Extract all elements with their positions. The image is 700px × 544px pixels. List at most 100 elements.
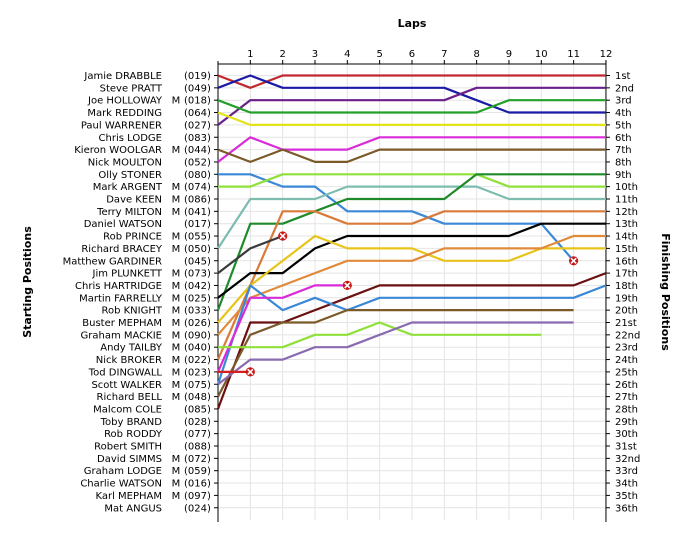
start-driver-number: (088) bbox=[184, 442, 211, 453]
start-driver-name: Rob RODDY bbox=[104, 429, 163, 440]
series-line bbox=[217, 185, 606, 250]
finishing-position-label: 30th bbox=[615, 429, 638, 440]
start-driver-name: Daniel WATSON bbox=[84, 219, 162, 230]
finishing-position-label: 13th bbox=[615, 219, 638, 230]
start-driver-class: M bbox=[172, 195, 181, 206]
start-driver-number: (075) bbox=[184, 380, 211, 391]
start-driver-number: (077) bbox=[184, 429, 211, 440]
x-tick-label: 12 bbox=[600, 49, 613, 60]
x-tick-label: 4 bbox=[344, 49, 350, 60]
start-driver-name: Buster MEPHAM bbox=[82, 318, 162, 329]
start-driver-name: Mark ARGENT bbox=[93, 182, 163, 193]
series-line bbox=[216, 284, 348, 373]
grid-layer bbox=[218, 64, 607, 520]
finishing-position-label: 5th bbox=[615, 120, 632, 131]
right-axis-label: Finishing Positions bbox=[659, 233, 672, 351]
start-driver-number: (025) bbox=[184, 293, 211, 304]
start-driver-number: (042) bbox=[184, 281, 211, 292]
x-tick-label: 5 bbox=[376, 49, 382, 60]
start-driver-name: Mat ANGUS bbox=[104, 503, 162, 514]
start-driver-name: Chris LODGE bbox=[99, 133, 162, 144]
start-driver-number: (019) bbox=[184, 71, 211, 82]
finishing-position-label: 1st bbox=[615, 71, 631, 82]
series-line bbox=[216, 284, 607, 385]
retirement-marker bbox=[342, 280, 352, 290]
start-driver-number: (026) bbox=[184, 318, 211, 329]
series-line bbox=[218, 321, 542, 349]
start-driver-number: (083) bbox=[184, 133, 211, 144]
retirement-marker-cross bbox=[279, 232, 286, 240]
start-driver-number: (072) bbox=[184, 454, 211, 465]
start-driver-number: (016) bbox=[184, 479, 211, 490]
start-driver-name: Malcom COLE bbox=[93, 404, 162, 415]
start-driver-class: M bbox=[172, 269, 181, 280]
start-driver-name: Olly STONER bbox=[98, 170, 162, 181]
x-tick-label: 2 bbox=[279, 49, 285, 60]
start-driver-number: (040) bbox=[184, 343, 211, 354]
start-driver-number: (059) bbox=[184, 466, 211, 477]
start-driver-class: M bbox=[172, 96, 181, 107]
finishing-position-label: 33rd bbox=[615, 466, 638, 477]
start-driver-name: Robert SMITH bbox=[94, 442, 162, 453]
start-driver-name: Graham MACKIE bbox=[81, 330, 162, 341]
start-driver-class: M bbox=[172, 479, 181, 490]
retirement-marker bbox=[569, 256, 579, 266]
finishing-position-label: 7th bbox=[615, 145, 632, 156]
start-driver-name: Dave KEEN bbox=[106, 195, 162, 206]
finishing-position-label: 20th bbox=[615, 306, 638, 317]
start-driver-number: (033) bbox=[184, 306, 211, 317]
start-driver-class: M bbox=[172, 466, 181, 477]
finishing-position-label: 29th bbox=[615, 417, 638, 428]
x-tick-label: 9 bbox=[506, 49, 512, 60]
start-driver-number: (049) bbox=[184, 83, 211, 94]
finishing-position-label: 34th bbox=[615, 479, 638, 490]
left-axis-label: Starting Positions bbox=[21, 226, 34, 338]
finishing-position-label: 35th bbox=[615, 491, 638, 502]
start-driver-name: Rob PRINCE bbox=[103, 232, 162, 243]
start-driver-class: M bbox=[172, 343, 181, 354]
finishing-position-label: 32nd bbox=[615, 454, 640, 465]
start-driver-class: M bbox=[172, 145, 181, 156]
start-driver-class: M bbox=[172, 318, 181, 329]
retirement-marker-cross bbox=[247, 368, 254, 376]
start-driver-name: Mark REDDING bbox=[87, 108, 162, 119]
start-driver-name: Nick MOULTON bbox=[88, 157, 162, 168]
finishing-position-label: 6th bbox=[615, 133, 632, 144]
start-driver-number: (055) bbox=[184, 232, 211, 243]
start-driver-name: Rob KNIGHT bbox=[101, 306, 162, 317]
start-driver-class: M bbox=[172, 244, 181, 255]
series-line bbox=[216, 173, 606, 311]
start-driver-number: (052) bbox=[184, 157, 211, 168]
start-driver-class: M bbox=[172, 306, 181, 317]
series-line bbox=[216, 210, 606, 361]
start-driver-class: M bbox=[172, 392, 181, 403]
x-tick-label: 8 bbox=[473, 49, 479, 60]
finishing-position-label: 28th bbox=[615, 404, 638, 415]
start-driver-number: (022) bbox=[184, 355, 211, 366]
finishing-position-label: 8th bbox=[615, 157, 632, 168]
start-driver-name: Scott WALKER bbox=[91, 380, 162, 391]
x-tick-label: 11 bbox=[567, 49, 580, 60]
start-driver-number: (017) bbox=[184, 219, 211, 230]
start-driver-class: M bbox=[172, 367, 181, 378]
marker-layer bbox=[245, 231, 579, 377]
start-driver-class: M bbox=[172, 182, 181, 193]
series-line bbox=[217, 111, 606, 127]
chart-title: Laps bbox=[398, 17, 427, 30]
finishing-position-label: 12th bbox=[615, 207, 638, 218]
start-driver-number: (041) bbox=[184, 207, 211, 218]
start-driver-number: (086) bbox=[184, 195, 211, 206]
finishing-position-label: 11th bbox=[615, 195, 638, 206]
start-driver-number: (080) bbox=[184, 170, 211, 181]
start-driver-class: M bbox=[172, 281, 181, 292]
start-driver-name: Nick BROKER bbox=[96, 355, 162, 366]
start-driver-number: (045) bbox=[184, 256, 211, 267]
finishing-position-label: 22nd bbox=[615, 330, 640, 341]
start-driver-class: M bbox=[172, 491, 181, 502]
start-driver-number: (097) bbox=[184, 491, 211, 502]
start-driver-name: Kieron WOOLGAR bbox=[74, 145, 162, 156]
start-driver-class: M bbox=[172, 355, 181, 366]
series-layer bbox=[216, 74, 607, 410]
retirement-marker-cross bbox=[344, 282, 351, 289]
finishing-position-label: 23rd bbox=[615, 343, 638, 354]
